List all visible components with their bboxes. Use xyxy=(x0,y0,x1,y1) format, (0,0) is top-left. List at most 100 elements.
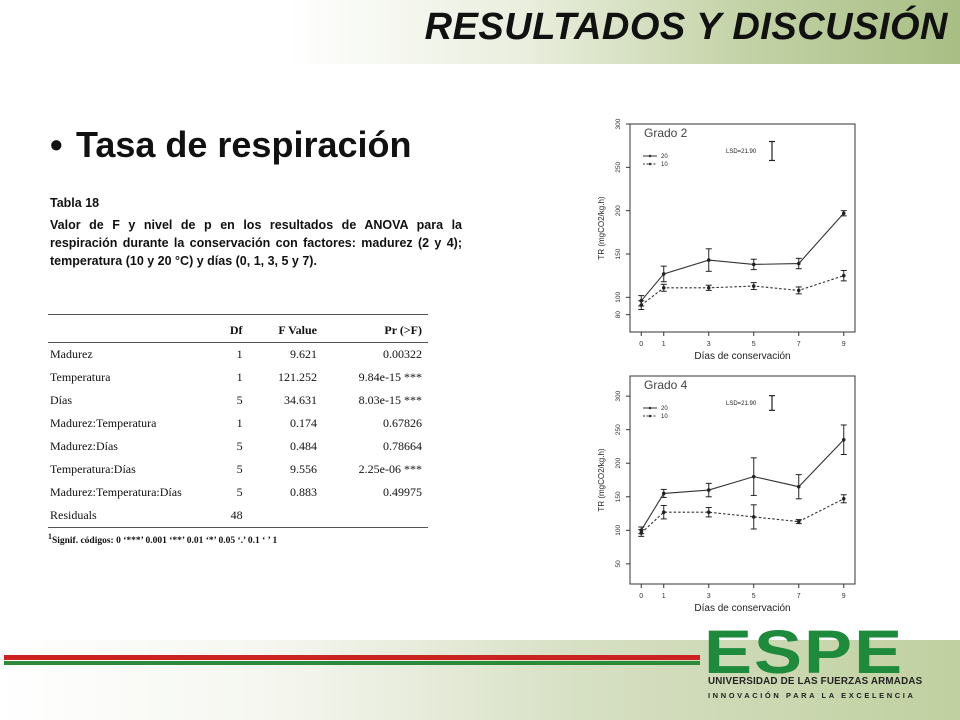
slide-title: RESULTADOS Y DISCUSIÓN xyxy=(424,6,948,48)
row-fvalue: 0.484 xyxy=(289,439,317,453)
row-source: Madurez:Temperatura:Días xyxy=(50,485,182,499)
y-axis-label: TR (mgCO2/kg.h) xyxy=(597,448,606,511)
data-point xyxy=(661,510,666,515)
table-row: Madurez:Temperatura:Días 5 0.883 0.49975 xyxy=(48,481,428,504)
footer-band xyxy=(0,640,960,720)
row-pvalue: 0.67826 xyxy=(383,416,422,430)
heading-text: Tasa de respiración xyxy=(76,124,412,165)
data-point xyxy=(639,531,644,535)
row-source: Temperatura xyxy=(50,370,111,384)
data-point xyxy=(841,273,846,278)
x-tick-label: 1 xyxy=(662,593,666,600)
row-pvalue: 0.78664 xyxy=(383,439,422,453)
y-tick-label: 50 xyxy=(615,560,622,568)
data-point xyxy=(706,488,711,492)
chart-svg: 80 100 150 200 250 300 0 1 3 5 7 9 Días de conservac… xyxy=(597,118,856,362)
footer-stripe-green xyxy=(4,661,700,665)
logo-wordmark: ESPE xyxy=(704,618,905,687)
row-fvalue xyxy=(244,504,319,528)
row-df: 5 xyxy=(236,393,243,407)
data-point xyxy=(796,288,801,293)
lsd-label: LSD=21.90 xyxy=(726,149,757,155)
y-tick-label: 250 xyxy=(615,162,622,173)
legend-marker xyxy=(648,406,652,410)
row-df: 1 xyxy=(236,370,243,384)
table-row: Madurez:Días 5 0.484 0.78664 xyxy=(48,435,428,458)
column-header-fvalue: F Value xyxy=(244,314,319,343)
table-footnote: 1Signif. códigos: 0 ‘***’ 0.001 ‘**’ 0.0… xyxy=(48,532,430,546)
x-axis-label: Días de conservación xyxy=(694,603,790,614)
x-tick-label: 3 xyxy=(707,593,711,600)
series-line-10 xyxy=(640,498,844,534)
espe-logo: ESPE xyxy=(704,622,956,712)
plot-frame xyxy=(629,375,856,585)
y-tick-label: 80 xyxy=(615,311,622,319)
panel-label: Grado 4 xyxy=(644,378,688,392)
x-tick-label: 7 xyxy=(797,341,801,348)
row-fvalue: 34.631 xyxy=(283,393,317,407)
x-tick-label: 9 xyxy=(842,593,846,600)
row-fvalue: 9.621 xyxy=(289,347,317,361)
legend-entry: 10 xyxy=(661,162,668,168)
table-row: Madurez 1 9.621 0.00322 xyxy=(48,343,428,367)
series-line-10 xyxy=(640,275,844,306)
chart-grado-2: 80 100 150 200 250 300 0 1 3 5 7 9 Días de conservac… xyxy=(590,118,870,368)
university-name: UNIVERSIDAD DE LAS FUERZAS ARMADAS xyxy=(708,676,923,687)
data-point xyxy=(796,484,801,489)
row-pvalue xyxy=(318,504,428,528)
legend-marker xyxy=(648,414,652,418)
x-tick-label: 7 xyxy=(797,593,801,600)
row-df: 48 xyxy=(199,504,245,528)
data-point xyxy=(706,258,711,262)
section-heading: • Tasa de respiración xyxy=(50,124,411,166)
legend-entry: 10 xyxy=(661,414,668,420)
row-source: Madurez:Temperatura xyxy=(50,416,157,430)
data-point xyxy=(841,496,846,501)
column-header-df: Df xyxy=(199,314,245,343)
data-point xyxy=(706,286,711,290)
row-df: 1 xyxy=(236,347,243,361)
table-caption: Tabla 18 Valor de F y nivel de p en los … xyxy=(50,194,462,270)
row-source: Madurez xyxy=(50,347,93,361)
anova-table-body: Madurez 1 9.621 0.00322 Temperatura 1 121.252 9… xyxy=(48,343,428,528)
chart-grado-4: 50 100 150 200 250 300 0 1 3 5 7 9 Días de conservac… xyxy=(590,370,870,620)
row-df: 1 xyxy=(236,416,243,430)
chart-svg: 50 100 150 200 250 300 0 1 3 5 7 9 Días de conservac… xyxy=(597,375,856,614)
y-tick-label: 100 xyxy=(615,292,622,303)
row-fvalue: 9.556 xyxy=(289,462,317,476)
table-row: Temperatura 1 121.252 9.84e-15 *** xyxy=(48,366,428,389)
row-fvalue: 121.252 xyxy=(277,370,317,384)
table-row: Días 5 34.631 8.03e-15 *** xyxy=(48,389,428,412)
row-source: Madurez:Días xyxy=(50,439,118,453)
legend-marker xyxy=(648,154,652,158)
x-tick-label: 0 xyxy=(639,341,643,348)
header-band xyxy=(0,0,960,64)
anova-table: Df F Value Pr (>F) Madurez 1 9.621 0.00322 T… xyxy=(48,314,428,528)
y-tick-label: 250 xyxy=(615,424,622,435)
x-tick-label: 1 xyxy=(662,341,666,348)
footnote-text: Signif. códigos: 0 ‘***’ 0.001 ‘**’ 0.01… xyxy=(51,536,278,547)
table-row: Temperatura:Días 5 9.556 2.25e-06 *** xyxy=(48,458,428,481)
row-pvalue: 0.49975 xyxy=(383,485,422,499)
column-header-pr: Pr (>F) xyxy=(318,314,428,343)
footer-stripe-red xyxy=(4,655,700,660)
y-tick-label: 200 xyxy=(615,457,622,468)
data-point xyxy=(661,491,666,496)
data-point xyxy=(751,262,756,267)
x-tick-label: 5 xyxy=(752,593,756,600)
lsd-label: LSD=21.90 xyxy=(726,401,757,407)
panel-label: Grado 2 xyxy=(644,126,688,140)
data-point xyxy=(706,510,711,515)
x-tick-label: 3 xyxy=(707,341,711,348)
column-header xyxy=(48,314,200,343)
anova-table-container: Df F Value Pr (>F) Madurez 1 9.621 0.00322 T… xyxy=(48,314,430,546)
legend-entry: 20 xyxy=(661,406,668,412)
row-source: Días xyxy=(50,393,72,407)
row-df: 5 xyxy=(236,485,243,499)
data-point xyxy=(661,286,666,290)
data-point xyxy=(639,303,644,307)
x-tick-label: 9 xyxy=(842,341,846,348)
row-source: Temperatura:Días xyxy=(50,462,136,476)
y-axis-label: TR (mgCO2/kg.h) xyxy=(597,196,606,259)
row-fvalue: 0.883 xyxy=(289,485,317,499)
